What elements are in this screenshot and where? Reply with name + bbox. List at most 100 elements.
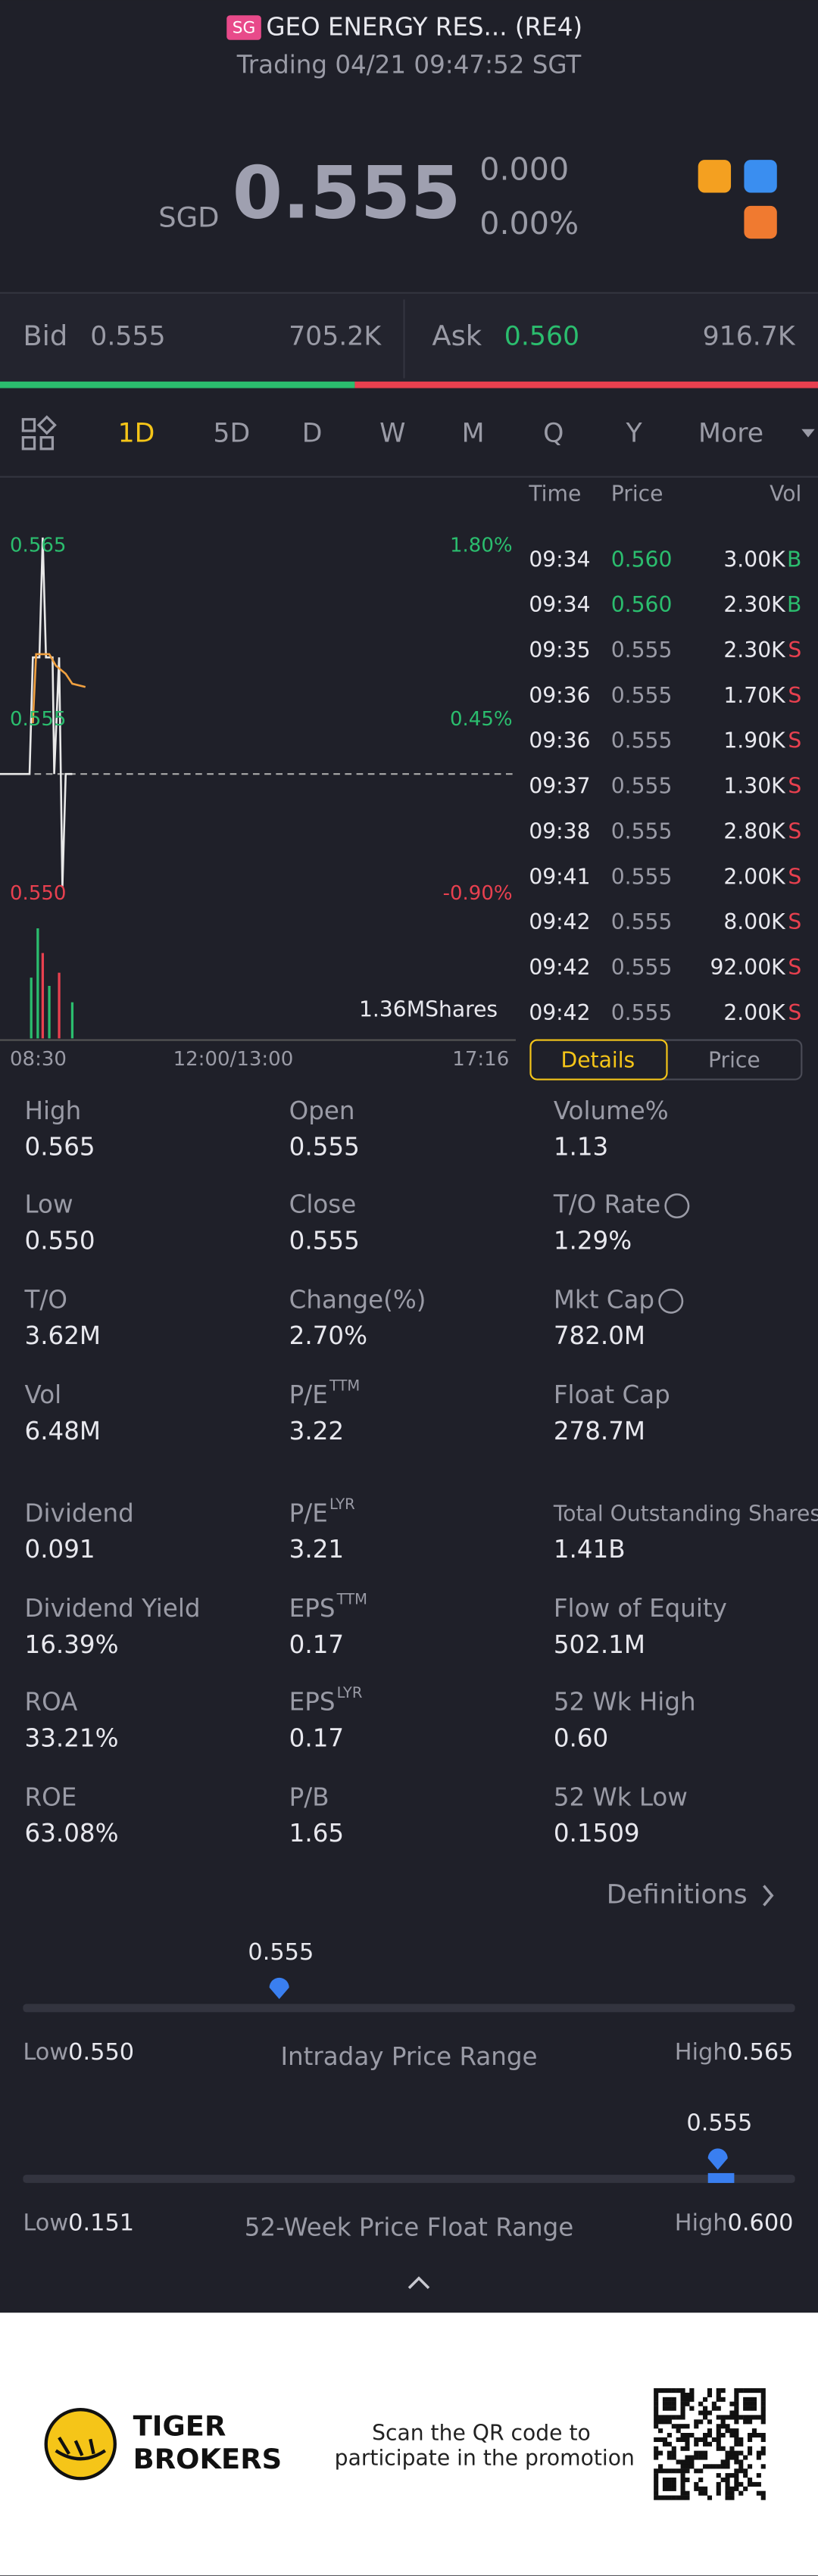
- qr-cell: [667, 2455, 672, 2460]
- stat-label: T/O Rate: [553, 1190, 660, 1219]
- stat-sup: LYR: [329, 1495, 355, 1513]
- qr-cell: [694, 2468, 699, 2474]
- qr-cell: [654, 2486, 659, 2491]
- range-high: 0.600: [728, 2210, 794, 2237]
- tab[interactable]: 5D: [213, 418, 250, 448]
- qr-cell: [667, 2419, 672, 2425]
- qr-cell: [734, 2486, 739, 2491]
- qr-cell: [671, 2397, 676, 2402]
- stat-value: 63.08%: [25, 1819, 119, 1848]
- icon: [744, 205, 777, 239]
- definitions-link[interactable]: Definitions: [607, 1879, 748, 1910]
- qr-cell: [716, 2433, 721, 2438]
- qr-cell: [654, 2477, 659, 2483]
- price-button[interactable]: Price: [708, 1048, 760, 1073]
- price-label: 0.565: [10, 534, 66, 557]
- qr-cell: [716, 2437, 721, 2443]
- details-button[interactable]: Details: [561, 1048, 635, 1073]
- qr-cell: [760, 2397, 766, 2402]
- qr-cell: [743, 2468, 748, 2474]
- qr-cell: [676, 2424, 681, 2429]
- chevron[interactable]: [763, 1885, 774, 1907]
- stat-label: Dividend Yield: [25, 1594, 201, 1623]
- change: 0.000: [479, 151, 569, 187]
- qr-cell: [756, 2481, 761, 2487]
- qr-cell: [743, 2455, 748, 2460]
- stat-label: Vol: [25, 1380, 62, 1409]
- qr-cell: [716, 2441, 721, 2447]
- qr-cell: [662, 2481, 668, 2487]
- qr-cell: [662, 2401, 668, 2406]
- trade-header: Time: [528, 482, 581, 507]
- qr-cell: [734, 2437, 739, 2443]
- qr-cell: [756, 2388, 761, 2394]
- qr-cell: [680, 2477, 685, 2483]
- qr-cell: [654, 2450, 659, 2456]
- stat-value: 16.39%: [25, 1630, 119, 1659]
- trade-vol: 2.00K: [723, 864, 786, 889]
- qr-code: [654, 2388, 766, 2500]
- qr-cell: [743, 2397, 748, 2402]
- tab[interactable]: 1D: [118, 418, 155, 448]
- range-low: 0.151: [68, 2210, 134, 2237]
- stat-label: High: [25, 1096, 82, 1125]
- stat-value: 1.65: [289, 1819, 344, 1848]
- pct-label: 0.45%: [450, 708, 513, 731]
- trade-time: 09:37: [529, 774, 590, 799]
- qr-cell: [703, 2410, 708, 2415]
- qr-cell: [751, 2388, 757, 2394]
- trade-vol: 3.00K: [723, 547, 786, 572]
- qr-cell: [716, 2486, 721, 2491]
- qr-cell: [734, 2477, 739, 2483]
- tab[interactable]: More: [698, 418, 763, 448]
- promo: Scan the QR code to: [372, 2421, 591, 2446]
- qr-cell: [676, 2428, 681, 2434]
- collapse[interactable]: [407, 2276, 430, 2289]
- stat-value: 0.60: [554, 1723, 608, 1752]
- icon: [744, 160, 777, 193]
- brand: BROKERS: [133, 2443, 282, 2475]
- logo: [44, 2408, 117, 2481]
- qr-cell: [760, 2464, 766, 2469]
- qr-cell: [738, 2459, 744, 2465]
- qr-cell: [748, 2481, 753, 2487]
- tab-grid-icon[interactable]: [21, 415, 57, 451]
- qr-cell: [694, 2481, 699, 2487]
- qr-cell: [760, 2415, 766, 2420]
- trade-price: 0.560: [611, 547, 673, 572]
- qr-cell: [707, 2441, 713, 2447]
- qr-cell: [725, 2428, 730, 2434]
- range-pin: [269, 1977, 289, 2000]
- qr-cell: [760, 2490, 766, 2496]
- qr-cell: [734, 2455, 739, 2460]
- bid-size: 705.2K: [289, 321, 382, 351]
- tab[interactable]: Q: [543, 418, 564, 448]
- qr-cell: [658, 2388, 663, 2394]
- tab[interactable]: W: [379, 418, 405, 448]
- qr-cell: [698, 2468, 704, 2474]
- time-label: 08:30: [10, 1048, 67, 1071]
- qr-cell: [658, 2464, 663, 2469]
- qr-cell: [680, 2468, 685, 2474]
- stat-value: 0.1509: [554, 1819, 640, 1848]
- trade-price: 0.555: [611, 1000, 673, 1025]
- tab[interactable]: D: [302, 418, 323, 448]
- tab[interactable]: Y: [626, 418, 643, 448]
- qr-cell: [751, 2433, 757, 2438]
- qr-cell: [694, 2437, 699, 2443]
- trade-price: 0.555: [611, 909, 673, 934]
- qr-cell: [680, 2490, 685, 2496]
- tab[interactable]: M: [462, 418, 485, 448]
- range-low-label: Low: [23, 2039, 68, 2066]
- qr-cell: [654, 2406, 659, 2411]
- qr-cell: [685, 2392, 690, 2398]
- icon: [36, 415, 57, 435]
- qr-cell: [671, 2446, 676, 2451]
- icon: [698, 160, 732, 193]
- stat-value: 33.21%: [25, 1723, 119, 1752]
- trade-side: S: [788, 638, 801, 663]
- qr-cell: [729, 2450, 735, 2456]
- stat-label: EPS: [289, 1594, 336, 1623]
- qr-cell: [662, 2495, 668, 2500]
- qr-cell: [743, 2419, 748, 2425]
